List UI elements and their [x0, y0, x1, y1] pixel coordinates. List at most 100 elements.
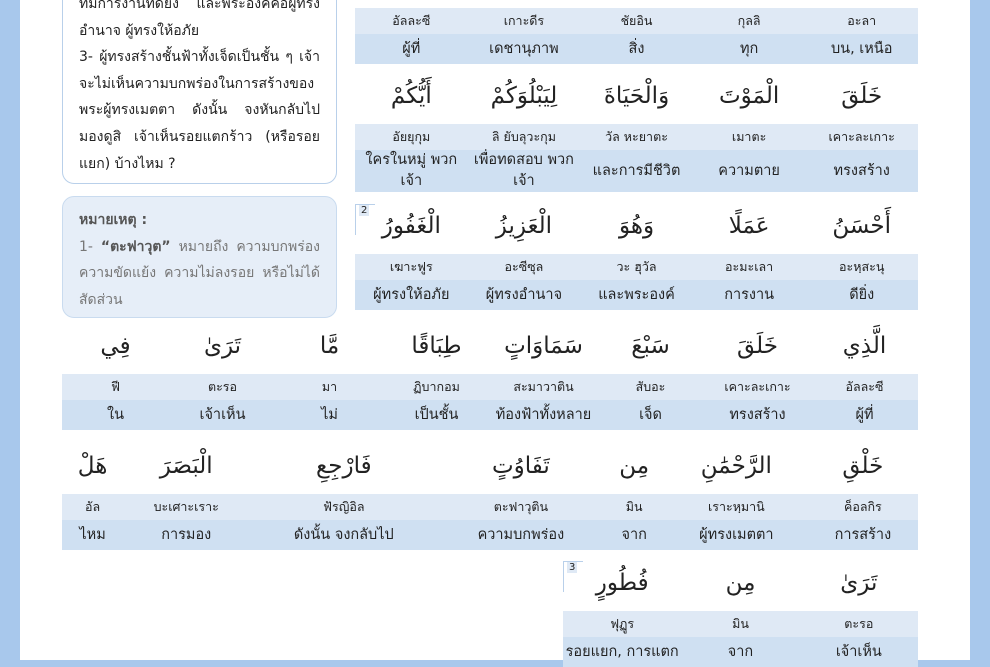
- note-title: หมายเหตุ :: [79, 207, 320, 234]
- meaning: การมอง: [123, 520, 250, 550]
- arabic-word: أَيُّكُمْ: [355, 68, 468, 124]
- arabic-word: وَالْحَيَاةَ: [580, 68, 693, 124]
- transliteration: ฟี: [62, 374, 169, 400]
- arabic-word: وَهُوَ: [580, 198, 693, 254]
- meaning: และการมีชีวิต: [580, 150, 693, 192]
- text-line: 3- ผู้ทรงสร้างชั้นฟ้าทั้งเจ็ดเป็นชั้น ๆ …: [79, 49, 320, 66]
- text-line: แยก) บ้างไหม ?: [79, 155, 176, 172]
- arabic-word: الْغَفُورُ: [355, 198, 468, 254]
- meaning: ท้องฟ้าทั้งหลาย: [490, 400, 597, 430]
- transliteration: ค็อลกิร: [807, 494, 918, 520]
- transliteration: ฏิบากอม: [383, 374, 490, 400]
- word-table: أَحْسَنُ عَمَلًا وَهُوَ الْعَزِيزُ الْغَفُور…: [355, 198, 918, 310]
- transliteration: อะซีซุล: [467, 254, 581, 280]
- meaning: ใครในหมู่ พวกเจ้า: [355, 150, 468, 192]
- transliteration: ตะฟาวุติน: [438, 494, 604, 520]
- transliteration-row: ค็อลกิร เราะหฺมานิ มิน ตะฟาวุติน ฟัรญิอิล บะเ…: [62, 494, 918, 520]
- meaning: การสร้าง: [807, 520, 918, 550]
- transliteration-row: อัลละซี เคาะละเกาะ สับอะ สะมาวาติน ฏิบากอม มา…: [62, 374, 918, 400]
- note-term: “ตะฟาวุต”: [100, 238, 171, 255]
- arabic-word: الْبَصَرَ: [123, 438, 250, 494]
- translation-box: ทีมีการงานที่ดียิ่ง และพระองค์คือผู้ทรงอ…: [62, 0, 337, 184]
- arabic-word: هَلْ: [62, 438, 124, 494]
- word-table-body: خَلَقَ الْمَوْتَ وَالْحَيَاةَ لِيَبْلُوَكُم…: [355, 68, 918, 192]
- meaning-row: บน, เหนือ ทุก สิ่ง เดชานุภาพ ผู้ที่: [355, 34, 918, 64]
- transliteration: อัล: [62, 494, 124, 520]
- meaning: เดชานุภาพ: [467, 34, 581, 64]
- transliteration: เกาะดีร: [467, 8, 581, 34]
- transliteration: เมาตะ: [692, 124, 806, 150]
- meaning-row: เจ้าเห็น จาก รอยแยก, การแตก: [563, 637, 918, 667]
- arabic-word: سَبْعَ: [597, 318, 704, 374]
- transliteration: ตะรอ: [799, 611, 918, 637]
- word-table: الَّذِي خَلَقَ سَبْعَ سَمَاوَاتٍ طِبَاقًا مَّ…: [62, 318, 918, 430]
- meaning-row: ทรงสร้าง ความตาย และการมีชีวิต เพื่อทดสอบ พ…: [355, 150, 918, 192]
- transliteration: วัล หะยาตะ: [580, 124, 693, 150]
- meaning: เจ้าเห็น: [799, 637, 918, 667]
- verse-marker: 2: [355, 204, 375, 235]
- arabic-word: الْمَوْتَ: [692, 68, 806, 124]
- meaning: ทรงสร้าง: [704, 400, 811, 430]
- arabic-word-row: الَّذِي خَلَقَ سَبْعَ سَمَاوَاتٍ طِبَاقًا مَّ…: [62, 318, 918, 374]
- transliteration: เฆาะฟูร: [355, 254, 468, 280]
- arabic-word: فَارْجِعِ: [249, 438, 439, 494]
- word-table-body: أَحْسَنُ عَمَلًا وَهُوَ الْعَزِيزُ الْغَفُور…: [355, 198, 918, 310]
- meaning: รอยแยก, การแตก: [563, 637, 682, 667]
- text-line: ทีมีการงานที่ดียิ่ง และพระองค์คือผู้ทรง: [79, 0, 320, 12]
- word-table-body: تَرَىٰ مِن فُطُورٍ ตะรอ มิน ฟุฏูร เจ้าเห็น จากร…: [563, 555, 918, 667]
- word-table: تَرَىٰ مِن فُطُورٍ ตะรอ มิน ฟุฏูร เจ้าเห็น จากร…: [563, 555, 918, 667]
- verse-number: 3: [567, 562, 578, 573]
- transliteration-row: ตะรอ มิน ฟุฏูร: [563, 611, 918, 637]
- word-block: الَّذِي خَلَقَ سَبْعَ سَمَاوَاتٍ طِبَاقًا مَّ…: [62, 318, 918, 430]
- arabic-word: تَرَىٰ: [169, 318, 276, 374]
- text-line: อำนาจ ผู้ทรงให้อภัย: [79, 22, 200, 39]
- verse-number: 2: [359, 205, 370, 216]
- word-block: تَرَىٰ مِن فُطُورٍ ตะรอ มิน ฟุฏูร เจ้าเห็น จากร…: [563, 555, 918, 667]
- arabic-word: خَلَقَ: [805, 68, 918, 124]
- transliteration: มิน: [603, 494, 665, 520]
- transliteration: ตะรอ: [169, 374, 276, 400]
- meaning: ทรงสร้าง: [805, 150, 918, 192]
- transliteration: ลิ ยับลุวะกุม: [467, 124, 581, 150]
- meaning: ดังนั้น จงกลับไป: [249, 520, 439, 550]
- arabic-word: مِن: [681, 555, 800, 611]
- text-line: พระผู้ทรงเมตตา ดังนั้น จงหันกลับไป: [79, 102, 320, 119]
- arabic-word: مَّا: [276, 318, 383, 374]
- note-number: 1-: [79, 238, 93, 255]
- note-box: หมายเหตุ : 1- “ตะฟาวุต” หมายถึง ความบกพร…: [62, 196, 337, 318]
- transliteration: อัลละซี: [355, 8, 468, 34]
- transliteration: ฟัรญิอิล: [249, 494, 439, 520]
- meaning: ผู้ที่: [811, 400, 918, 430]
- arabic-word: الرَّحْمَٰنِ: [664, 438, 808, 494]
- meaning: และพระองค์: [580, 280, 693, 310]
- verse-marker: 3: [563, 561, 583, 592]
- meaning: ความตาย: [692, 150, 806, 192]
- transliteration: สับอะ: [597, 374, 704, 400]
- meaning: เจ็ด: [597, 400, 704, 430]
- transliteration: อะหฺสะนุ: [805, 254, 918, 280]
- transliteration: เคาะละเกาะ: [805, 124, 918, 150]
- arabic-word: أَحْسَنُ: [805, 198, 918, 254]
- transliteration: วะ ฮุวัล: [580, 254, 693, 280]
- text-line: จะไม่เห็นความบกพร่องในการสร้างของ: [79, 75, 315, 92]
- meaning: ทุก: [692, 34, 806, 64]
- transliteration: อัยยุกุม: [355, 124, 468, 150]
- meaning: จาก: [603, 520, 665, 550]
- meaning: ความบกพร่อง: [438, 520, 604, 550]
- transliteration-row: เคาะละเกาะ เมาตะ วัล หะยาตะ ลิ ยับลุวะกุม อั…: [355, 124, 918, 150]
- meaning: ดียิ่ง: [805, 280, 918, 310]
- arabic-word: مِن: [603, 438, 665, 494]
- meaning: ผู้ที่: [355, 34, 468, 64]
- arabic-word: خَلَقَ: [704, 318, 811, 374]
- transliteration: เราะหฺมานิ: [664, 494, 808, 520]
- meaning: ผู้ทรงให้อภัย: [355, 280, 468, 310]
- transliteration: บะเศาะเราะ: [123, 494, 250, 520]
- word-table-body: อะลา กุลลิ ชัยอิน เกาะดีร อัลละซี บน, เหนือ ทุ…: [355, 8, 918, 64]
- arabic-word: خَلْقِ: [807, 438, 918, 494]
- arabic-word-row: أَحْسَنُ عَمَلًا وَهُوَ الْعَزِيزُ الْغَفُور…: [355, 198, 918, 254]
- word-block: خَلَقَ الْمَوْتَ وَالْحَيَاةَ لِيَبْلُوَكُم…: [355, 68, 918, 192]
- word-table-body: خَلْقِ الرَّحْمَٰنِ مِن تَفَاوُتٍ فَارْجِعِ ا…: [62, 438, 918, 550]
- meaning: บน, เหนือ: [805, 34, 918, 64]
- meaning-row: การสร้าง ผู้ทรงเมตตา จาก ความบกพร่อง ดังนั้น…: [62, 520, 918, 550]
- arabic-word: سَمَاوَاتٍ: [490, 318, 597, 374]
